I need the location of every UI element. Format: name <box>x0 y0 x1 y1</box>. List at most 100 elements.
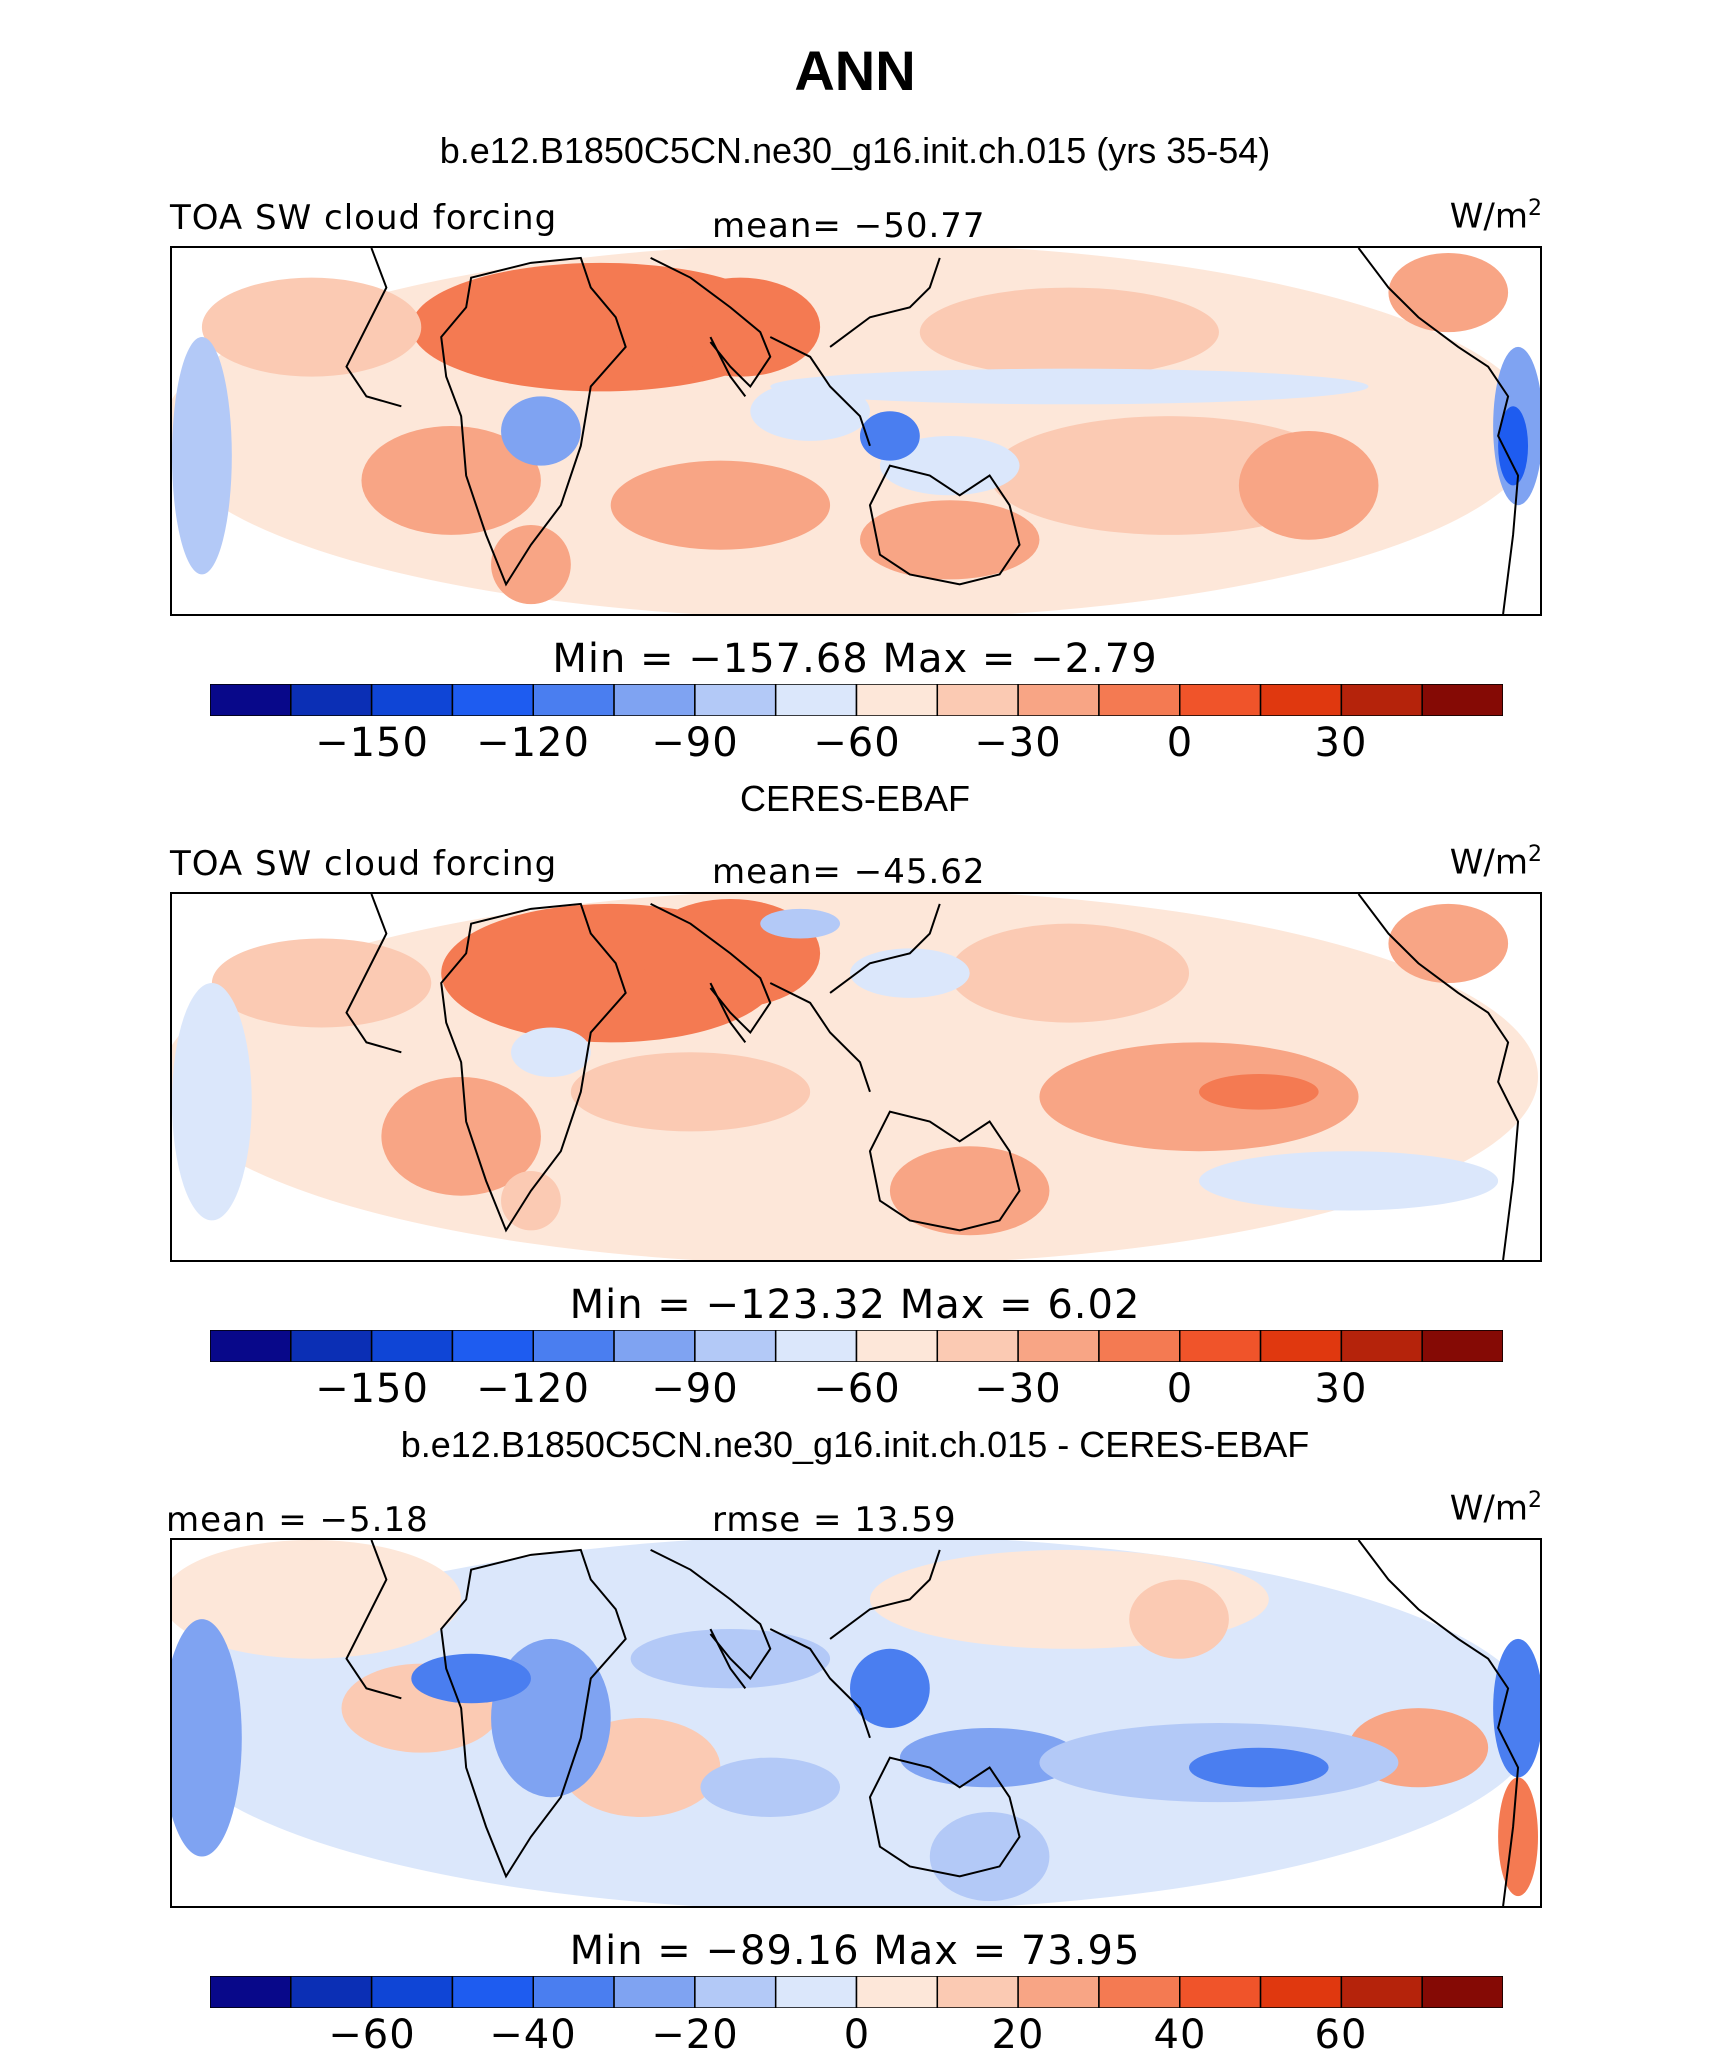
colorbar-box <box>1340 1976 1423 2008</box>
coastline <box>829 903 941 994</box>
field-contour <box>850 1648 930 1728</box>
field-contour <box>172 1619 242 1857</box>
panel-1-colorbar-tick: 30 <box>1314 720 1368 766</box>
coastline <box>345 248 402 408</box>
colorbar-box <box>936 1976 1019 2008</box>
coastline <box>868 464 1021 586</box>
colorbar-box <box>855 684 939 716</box>
panel-3-mean-label: mean = −5.18 <box>166 1500 429 1540</box>
coastline <box>650 1549 772 1681</box>
colorbar-box <box>451 684 534 716</box>
panel-2-variable-label: TOA SW cloud forcing <box>170 844 558 884</box>
panel-2-mean-label: mean= −45.62 <box>712 852 986 892</box>
field-contour <box>610 460 831 550</box>
colorbar-box <box>1340 1330 1423 1362</box>
panel-2-colorbar-tick: −30 <box>974 1366 1062 1412</box>
panel-3-colorbar-tick: 60 <box>1314 2012 1368 2058</box>
panel-1-colorbar-tick: −90 <box>651 720 739 766</box>
panel-2-colorbar-tick: −60 <box>813 1366 901 1412</box>
panel-2-colorbar <box>210 1330 1503 1362</box>
coastline <box>868 1110 1021 1232</box>
colorbar-box <box>451 1330 534 1362</box>
colorbar-box <box>936 684 1019 716</box>
coastline <box>829 257 941 348</box>
field-contour <box>850 948 970 998</box>
field-contour <box>501 396 581 466</box>
colorbar-box <box>1017 1330 1100 1362</box>
coastline <box>345 1540 402 1700</box>
field-contour <box>381 1077 541 1196</box>
panel-2-map <box>170 892 1542 1262</box>
coastline <box>709 1628 747 1689</box>
colorbar-box <box>855 1330 939 1362</box>
colorbar-box <box>210 1330 292 1362</box>
field-contour <box>1189 1747 1329 1788</box>
colorbar-box <box>1421 1976 1503 2008</box>
colorbar-box <box>1340 684 1423 716</box>
panel-3-colorbar-tick: −40 <box>489 2012 577 2058</box>
colorbar-box <box>855 1976 939 2008</box>
colorbar-box <box>1259 1976 1343 2008</box>
field-contour <box>879 435 1020 496</box>
field-contour <box>1388 252 1509 333</box>
panel-2-colorbar-tick: −90 <box>651 1366 739 1412</box>
field-contour <box>660 277 821 377</box>
panel-1-minmax: Min = −157.68 Max = −2.79 <box>552 636 1158 682</box>
colorbar-box <box>290 684 373 716</box>
panel-3-colorbar-tick: 0 <box>843 2012 871 2058</box>
panel-1-colorbar-tick: −30 <box>974 720 1062 766</box>
panel-3-colorbar-tick: 20 <box>991 2012 1045 2058</box>
panel-1-map-svg <box>172 248 1540 614</box>
colorbar-box <box>774 684 858 716</box>
field-contour <box>929 1812 1050 1902</box>
colorbar-box <box>370 1330 454 1362</box>
colorbar-box <box>370 684 454 716</box>
field-contour <box>859 500 1040 580</box>
panel-3-map <box>170 1538 1542 1908</box>
panel-1-unit-label: W/m2 <box>1449 196 1542 237</box>
field-contour <box>889 1146 1050 1236</box>
colorbar-box <box>1421 684 1503 716</box>
field-contour <box>570 1052 811 1132</box>
coastline <box>769 982 871 1093</box>
coastline <box>1357 894 1520 1260</box>
colorbar-box <box>1179 684 1262 716</box>
field-contour <box>760 908 841 939</box>
coastline <box>650 903 772 1035</box>
panel-1-mean-label: mean= −50.77 <box>712 206 986 246</box>
colorbar-box <box>613 1976 696 2008</box>
colorbar-box <box>1179 1976 1262 2008</box>
coastline <box>868 1756 1021 1878</box>
panel-3-subtitle: b.e12.B1850C5CN.ne30_g16.init.ch.015 - C… <box>400 1424 1310 1465</box>
panel-2-colorbar-tick: −120 <box>476 1366 590 1412</box>
coastline <box>1357 248 1520 614</box>
colorbar-box <box>936 1330 1019 1362</box>
field-contour <box>1498 406 1529 486</box>
panel-3-colorbar <box>210 1976 1503 2008</box>
field-contour <box>1498 1777 1539 1897</box>
field-contour <box>201 277 422 377</box>
coastline <box>709 336 747 397</box>
panel-1-colorbar <box>210 684 1503 716</box>
colorbar-box <box>1098 1976 1181 2008</box>
field-contour <box>501 1170 561 1231</box>
coastline <box>345 894 402 1054</box>
coastline <box>709 982 747 1043</box>
panel-1-colorbar-tick: 0 <box>1166 720 1194 766</box>
field-contour <box>411 1653 531 1704</box>
panel-3-colorbar-tick: −20 <box>651 2012 739 2058</box>
panel-1-variable-label: TOA SW cloud forcing <box>170 198 558 238</box>
panel-1-colorbar-tick: −150 <box>315 720 429 766</box>
field-contour <box>1129 1579 1229 1659</box>
coastline <box>440 1548 627 1879</box>
colorbar-box <box>532 1976 615 2008</box>
panel-2-unit-label: W/m2 <box>1449 842 1542 883</box>
colorbar-box <box>210 1976 292 2008</box>
colorbar-box <box>1098 1330 1181 1362</box>
colorbar-box <box>694 1330 777 1362</box>
panel-2-colorbar-tick: 0 <box>1166 1366 1194 1412</box>
colorbar-box <box>290 1976 373 2008</box>
coastline <box>829 1549 941 1640</box>
colorbar-box <box>1259 1330 1343 1362</box>
field-contour <box>172 1540 462 1659</box>
